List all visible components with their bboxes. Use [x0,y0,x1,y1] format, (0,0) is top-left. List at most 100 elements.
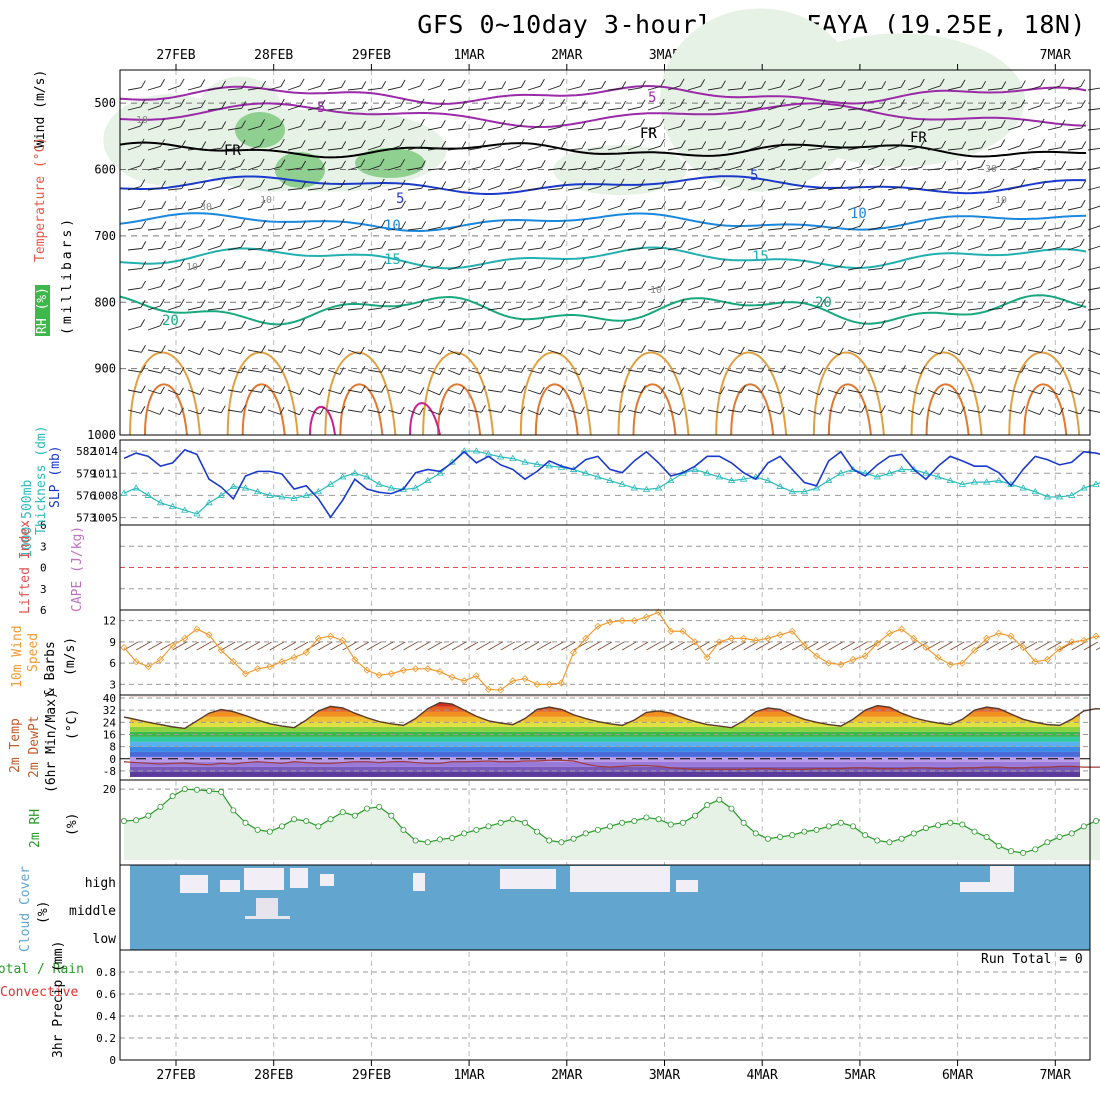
wind-barb [987,349,1002,354]
wind-barb [887,125,901,131]
wind-barb [447,107,462,111]
wind-barb-feather [601,121,607,129]
thickness-line-point [1031,487,1039,495]
wind-barb [967,108,982,111]
wind-barb [867,326,882,331]
wind-barb-feather [680,346,686,354]
run-total: Run Total = 0 [981,952,1083,967]
wind-barb-feather [1001,301,1007,309]
wind-barb [767,125,781,131]
wind-barb [547,265,561,271]
wind-barb [867,288,882,291]
wind-barb-feather [161,201,167,209]
wind-barb-feather [1061,140,1066,148]
contour-label: 30 [200,202,212,213]
wind10m-line-point [193,625,201,633]
wind-barb-feather [601,101,607,109]
thickness-line-point [594,473,602,480]
wind-barb [447,265,461,271]
wind10m-line-point [484,685,493,693]
wind-barb-feather [741,260,746,269]
wind-barb [287,125,301,131]
wind-barb [247,369,262,373]
wind-barb [867,87,882,91]
rh2m-line-point [181,786,188,793]
wind-barb-feather [799,298,805,307]
wind-barb [427,305,441,311]
wind-barb-feather [360,140,366,148]
wind-barb [1047,246,1062,251]
wind-barb-feather [361,101,367,109]
wind-barb-feather [160,79,165,87]
wind-barb-feather [701,141,707,149]
wind-barb [827,225,841,231]
wind-barb [547,85,561,91]
wind-barb [767,369,782,374]
wind10m-line-point [727,634,736,642]
contour-label: 10 [650,285,662,296]
wind-barb-feather [700,99,706,108]
wind-barb-feather [1001,281,1007,289]
wind-barb [967,287,982,291]
wind10m-barb [196,641,212,651]
wind-barb-feather [280,386,286,394]
wind-barb-feather [961,161,967,169]
wind-barb-feather [881,365,886,373]
wind-barb [227,409,242,413]
wind-barb-feather [921,240,926,249]
wind-barb [987,107,1002,111]
wind-barb-feather [959,387,965,395]
wind-barb-feather [860,159,866,167]
wind-barb-feather [600,238,605,247]
wind-barb-feather [1000,365,1006,373]
wind-barb-feather [319,407,325,415]
wind-barb-feather [480,159,486,168]
wind-barb-feather [880,320,886,328]
wind-barb [607,88,622,91]
wind-barb-feather [141,280,146,289]
wind-barb [207,389,221,394]
wind-barb-feather [281,221,287,229]
wind-barb-feather [700,278,705,287]
wind10m-barb [306,641,321,651]
rh2m-line-point [692,812,699,819]
wind-barb [747,268,762,271]
rh2m-area [124,789,1100,860]
wind-barb [607,165,621,171]
wind-barb [907,285,921,291]
wind-barb-feather [220,280,226,288]
wind-barb [667,305,681,311]
wind-barb-feather [280,279,286,288]
wind-barb-feather [501,100,506,109]
wind10m-barb [1083,641,1099,651]
wind-barb-feather [641,280,647,289]
wind-barb [687,265,701,271]
wind-barb-feather [1020,200,1026,208]
wind-barb-feather [900,406,905,414]
wind-barb [667,85,681,91]
wind10m-barb [998,641,1013,651]
wind-barb [607,127,622,131]
wind-barb-feather [620,139,626,147]
wind-barb [167,325,181,331]
wind-barb-feather [661,180,666,188]
wind-barb [327,369,341,375]
rh-unit-label: (%) [65,812,80,836]
wind-barb-feather [861,81,867,89]
slp-line [123,448,1100,519]
wind-barb-feather [1061,220,1066,228]
wind10m-barb [439,641,455,651]
wind-barb-feather [1000,346,1006,354]
wind-barb [707,266,721,271]
wind-barb-feather [820,299,826,307]
wind-barb-feather [901,344,906,353]
wind-barb-feather [920,366,926,374]
wind-barb-feather [1080,406,1085,415]
wind-barb-feather [900,280,906,288]
wind-barb [667,325,681,331]
wind-barb-feather [481,321,487,329]
wind-barb [1027,228,1042,231]
wind-barb [767,186,782,191]
wind-barb [347,267,362,271]
wind-barb-feather [921,221,927,229]
